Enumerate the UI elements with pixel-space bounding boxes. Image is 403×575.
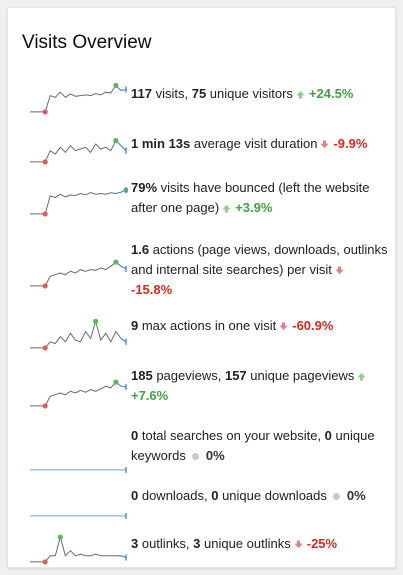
trend-percentage: -25% (306, 536, 338, 551)
sparkline-line (30, 84, 127, 113)
trend-percentage: -9.9% (333, 136, 368, 151)
trend-percentage: +7.6% (131, 388, 169, 403)
metric-label: visits, (151, 86, 192, 101)
metric-value: 3 (193, 536, 201, 551)
sparkline-line (30, 261, 127, 287)
sparkline-min-point (42, 159, 48, 165)
sparkline-min-point (42, 403, 48, 409)
trend-down-arrow-icon (279, 322, 288, 331)
metric-text: 0 downloads, 0 unique downloads 0% (131, 486, 389, 506)
trend-down-arrow-icon (294, 540, 303, 549)
metric-label: outlinks, (138, 536, 194, 551)
trend-down-arrow-icon (335, 266, 344, 275)
sparkline[interactable] (28, 528, 128, 568)
trend-percentage: -60.9% (292, 318, 334, 333)
metric-value: 3 (131, 536, 139, 551)
sparkline-max-point (113, 137, 119, 144)
metric-label: unique pageviews (246, 368, 355, 383)
no-change-dot-icon (332, 493, 340, 500)
sparkline-max-point (57, 534, 63, 540)
metric-text: 79% visits have bounced (left the websit… (131, 178, 389, 218)
sparkline-line (30, 189, 127, 215)
sparkline-line (30, 535, 127, 563)
sparkline[interactable] (28, 482, 128, 522)
metric-label: unique outlinks (200, 536, 291, 551)
metric-value: 0 (131, 488, 139, 503)
no-change-dot-icon (191, 453, 199, 460)
sparkline-min-point (42, 109, 48, 115)
metric-value: 185 (131, 368, 153, 383)
sparkline-line (30, 139, 127, 163)
metric-value: 9 (131, 318, 139, 333)
metric-text: 0 total searches on your website, 0 uniq… (131, 426, 389, 466)
sparkline-min-point (42, 283, 48, 289)
metric-text: 185 pageviews, 157 unique pageviews +7.6% (131, 366, 389, 406)
metric-value: 79% (131, 180, 158, 195)
metric-label: visits have bounced (left the website af… (131, 180, 370, 215)
metric-label: pageviews, (152, 368, 225, 383)
sparkline[interactable] (28, 180, 128, 220)
metric-value: 157 (224, 368, 247, 383)
sparkline[interactable] (28, 314, 128, 354)
metric-text: 3 outlinks, 3 unique outlinks -25% (131, 534, 389, 554)
sparkline-max-point (93, 318, 99, 324)
sparkline-line (30, 319, 127, 349)
metric-value: 0 (324, 428, 332, 443)
trend-up-arrow-icon (296, 90, 305, 99)
metric-value: 1.6 (131, 242, 150, 257)
trend-percentage: +3.9% (235, 200, 273, 215)
metric-value: 1 min 13s (131, 136, 191, 151)
trend-up-arrow-icon (222, 204, 231, 213)
sparkline-min-point (42, 559, 48, 565)
metric-text: 1.6 actions (page views, downloads, outl… (131, 240, 389, 300)
metric-label: downloads, (138, 488, 212, 503)
metric-value: 75 (191, 86, 207, 101)
sparkline-line (30, 381, 127, 407)
trend-up-arrow-icon (357, 372, 366, 381)
metric-value: 0 (211, 488, 219, 503)
sparkline-min-point (42, 345, 48, 351)
sparkline-max-point (113, 379, 119, 385)
metric-label: unique downloads (218, 488, 327, 503)
metric-label: actions (page views, downloads, outlinks… (131, 242, 388, 277)
sparkline[interactable] (28, 252, 128, 292)
trend-percentage: -15.8% (131, 282, 173, 297)
sparkline[interactable] (28, 78, 128, 118)
trend-percentage: +24.5% (308, 86, 354, 101)
sparkline-recent-segment (115, 555, 127, 558)
metric-label: unique keywords (131, 428, 375, 463)
visits-overview-widget: Visits Overview 117 visits, 75 unique vi… (7, 7, 396, 568)
widget-title: Visits Overview (22, 32, 152, 53)
metric-text: 117 visits, 75 unique visitors +24.5% (131, 84, 389, 104)
metric-value: 117 (131, 86, 152, 101)
sparkline-max-point (113, 259, 119, 265)
trend-percentage: 0% (346, 488, 366, 503)
metric-value: 0 (131, 428, 139, 443)
sparkline[interactable] (28, 128, 128, 168)
metric-label: average visit duration (190, 136, 318, 151)
metric-label: total searches on your website, (138, 428, 325, 443)
sparkline[interactable] (28, 436, 128, 476)
sparkline-recent-segment (115, 331, 127, 343)
trend-down-arrow-icon (320, 140, 330, 149)
trend-percentage: 0% (205, 448, 225, 463)
metric-text: 1 min 13s average visit duration -9.9% (131, 134, 389, 154)
sparkline-max-point (113, 82, 119, 88)
metric-label: unique visitors (206, 86, 293, 101)
metric-text: 9 max actions in one visit -60.9% (131, 316, 389, 336)
sparkline[interactable] (28, 372, 128, 412)
metric-label: max actions in one visit (138, 318, 277, 333)
sparkline-min-point (42, 211, 48, 217)
